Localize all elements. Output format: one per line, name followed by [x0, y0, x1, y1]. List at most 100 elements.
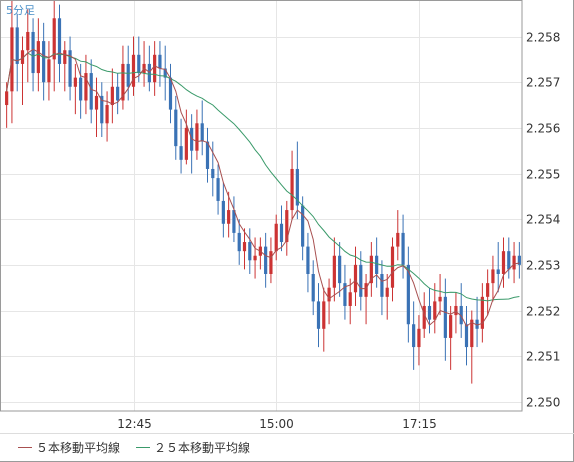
candle-body: [464, 324, 469, 348]
candle-body: [295, 168, 299, 206]
candle-body: [221, 200, 225, 224]
candle-body: [274, 223, 278, 252]
y-tick-label: 2.253: [526, 259, 560, 273]
candle-body: [264, 246, 268, 274]
candle-body: [73, 77, 77, 87]
legend-label-ma5: ５本移動平均線: [36, 440, 121, 455]
candle-body: [512, 255, 516, 270]
candle-body: [406, 264, 410, 325]
x-tick-label: 17:15: [402, 417, 437, 431]
candle-body: [26, 31, 30, 51]
candle-body: [105, 105, 109, 124]
candle-body: [184, 127, 188, 160]
candle-body: [179, 146, 183, 160]
candle-body: [443, 296, 447, 338]
candle-body: [449, 315, 453, 338]
candle-body: [306, 246, 310, 274]
legend-item-ma5: ５本移動平均線: [18, 439, 120, 456]
candle-body: [195, 123, 199, 151]
y-tick-label: 2.257: [526, 76, 560, 90]
candle-body: [163, 68, 167, 78]
x-tick-label: 15:00: [259, 417, 294, 431]
candle-body: [343, 283, 347, 306]
candle-body: [396, 232, 400, 247]
candle-body: [486, 283, 490, 297]
candle-body: [290, 168, 294, 211]
candle-body: [501, 251, 506, 274]
y-tick-label: 2.256: [526, 122, 560, 136]
candle-body: [89, 73, 93, 110]
legend-swatch-ma25: [136, 446, 151, 448]
candle-body: [5, 91, 9, 106]
x-tick-label: 12:45: [117, 417, 152, 431]
ma25-line: [6, 52, 520, 302]
candle-body: [100, 95, 104, 124]
candle-body: [380, 274, 384, 297]
candle-body: [369, 255, 373, 284]
candle-body: [227, 210, 231, 224]
y-tick-label: 2.250: [526, 396, 560, 410]
candle-body: [126, 63, 130, 87]
candle-body: [316, 301, 321, 329]
candle-body: [353, 264, 358, 293]
ma5-line: [6, 48, 520, 327]
candle-body: [427, 305, 432, 320]
candle-body: [253, 255, 257, 261]
candle-body: [237, 232, 241, 252]
candle-body: [205, 141, 210, 169]
candle-body: [131, 54, 136, 87]
candle-body: [20, 50, 25, 64]
candle-body: [216, 178, 220, 201]
candle-body: [338, 255, 342, 284]
candle-body: [480, 296, 484, 329]
candle-body: [174, 109, 178, 147]
candle-body: [63, 50, 67, 64]
candle-body: [285, 210, 289, 243]
candle-body: [158, 54, 162, 69]
candle-body: [496, 269, 500, 274]
candle-body: [311, 274, 315, 302]
candle-body: [79, 77, 83, 101]
candle-body: [211, 168, 215, 179]
y-tick-label: 2.251: [526, 350, 560, 364]
candle-body: [153, 54, 157, 83]
y-tick-label: 2.252: [526, 305, 560, 319]
candle-body: [116, 86, 120, 101]
candle-body: [417, 328, 421, 348]
candle-body: [279, 223, 284, 243]
candle-body: [364, 283, 368, 297]
candle-body: [36, 41, 40, 74]
candle-body: [359, 264, 363, 297]
candle-body: [385, 287, 389, 297]
candle-body: [42, 41, 46, 83]
candle-body: [348, 292, 352, 306]
candle-body: [375, 255, 379, 274]
candle-body: [68, 50, 72, 87]
candle-body: [491, 269, 495, 284]
candle-body: [147, 63, 151, 83]
candle-body: [454, 305, 458, 316]
candle-body: [517, 255, 521, 265]
candle-body: [438, 296, 442, 302]
candle-body: [47, 59, 51, 83]
candle-body: [475, 319, 479, 329]
candle-body: [15, 27, 19, 64]
candle-body: [390, 246, 395, 288]
candle-body: [470, 319, 474, 348]
candle-body: [84, 73, 88, 101]
y-tick-label: 2.255: [526, 168, 560, 182]
candle-body: [322, 301, 326, 329]
interval-label: 5分足: [6, 4, 35, 17]
candle-body: [200, 123, 204, 142]
chart-legend: ５本移動平均線 ２５本移動平均線: [18, 438, 266, 456]
plot-border: [0, 0, 523, 412]
candle-body: [327, 287, 331, 302]
candle-body: [269, 251, 273, 274]
candle-body: [248, 242, 252, 261]
candle-body: [301, 205, 305, 247]
candle-body: [110, 86, 114, 106]
candle-body: [121, 63, 125, 101]
candle-body: [57, 18, 62, 64]
